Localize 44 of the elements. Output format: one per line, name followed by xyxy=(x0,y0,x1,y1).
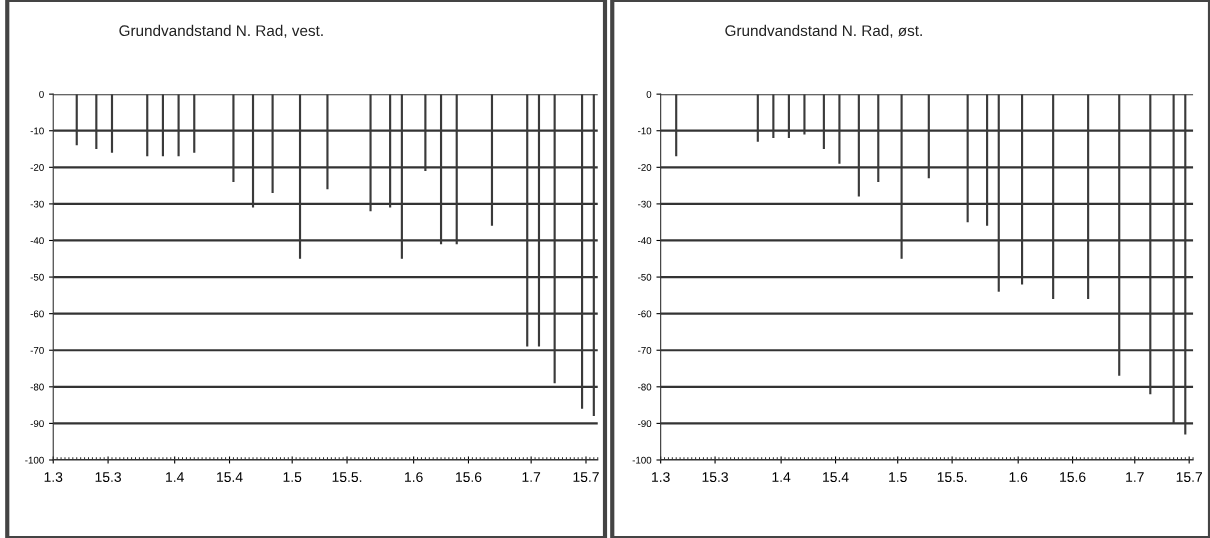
y-tick-label: 0 xyxy=(646,90,652,98)
y-tick-label: -80 xyxy=(30,383,44,391)
x-tick-label: 15.5. xyxy=(332,472,362,482)
y-tick-label: -60 xyxy=(638,310,652,318)
chart-title: Grundvandstand N. Rad, øst. xyxy=(725,24,922,38)
y-tick-label: -20 xyxy=(638,164,652,171)
x-tick-label: 1.5 xyxy=(889,472,907,482)
y-tick-label: -90 xyxy=(638,420,652,428)
y-tick-label: -30 xyxy=(638,200,652,208)
y-tick-label: -40 xyxy=(30,237,44,245)
y-tick-label: -20 xyxy=(30,164,44,171)
y-tick-label: -100 xyxy=(632,456,652,464)
x-tick-label: 1.5 xyxy=(283,472,302,482)
x-tick-label: 1.4 xyxy=(772,472,791,482)
y-tick-label: -30 xyxy=(30,200,44,208)
x-tick-label: 15.3 xyxy=(702,472,728,482)
y-tick-label: -10 xyxy=(638,127,652,135)
x-tick-label: 1.4 xyxy=(166,472,184,482)
x-tick-label: 15.6 xyxy=(1060,472,1086,482)
y-tick-label: -100 xyxy=(25,456,44,464)
y-tick-label: -80 xyxy=(638,383,652,391)
x-tick-label: 1.3 xyxy=(44,472,63,482)
y-tick-label: -10 xyxy=(30,127,44,135)
x-tick-label: 15.7 xyxy=(1176,472,1202,482)
x-tick-label: 15.4 xyxy=(217,472,243,482)
y-tick-label: -50 xyxy=(30,273,44,281)
x-tick-label: 1.6 xyxy=(405,472,423,482)
y-tick-label: -60 xyxy=(30,310,44,318)
y-tick-label: -90 xyxy=(30,420,44,428)
x-tick-label: 15.5. xyxy=(937,472,967,482)
x-tick-label: 1.7 xyxy=(522,472,541,482)
x-tick-label: 1.6 xyxy=(1009,472,1028,482)
chart-title: Grundvandstand N. Rad, vest. xyxy=(119,24,323,38)
y-tick-label: -70 xyxy=(638,346,652,354)
y-tick-label: -70 xyxy=(30,346,44,354)
x-tick-label: 15.6 xyxy=(456,472,482,482)
y-tick-label: 0 xyxy=(39,90,44,98)
y-tick-label: -40 xyxy=(638,237,652,245)
y-tick-label: -50 xyxy=(638,273,652,281)
x-tick-label: 15.7 xyxy=(573,472,599,482)
x-tick-label: 1.7 xyxy=(1126,472,1144,482)
x-tick-label: 15.3 xyxy=(95,472,121,482)
x-tick-label: 1.3 xyxy=(652,472,670,482)
x-tick-label: 15.4 xyxy=(823,472,849,482)
